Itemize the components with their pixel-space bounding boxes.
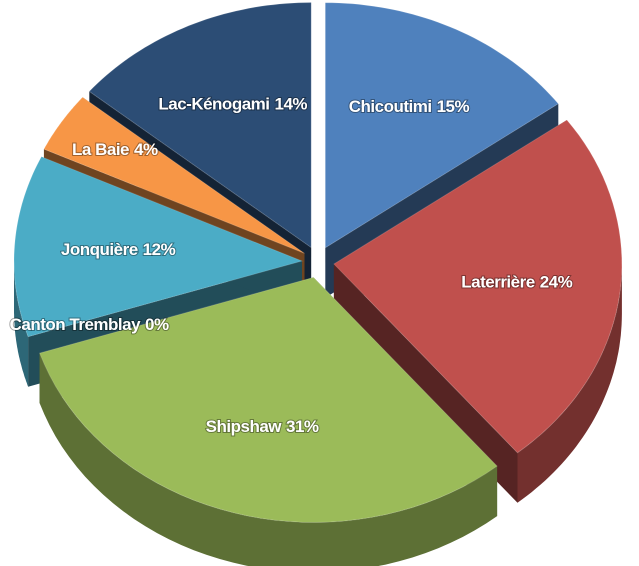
slice <box>333 119 623 454</box>
slice-label: Canton Tremblay 0% <box>10 315 169 334</box>
slice <box>38 276 498 523</box>
slice <box>88 1 312 249</box>
slice-category: Laterrière <box>461 273 534 292</box>
slice-category: Shipshaw <box>206 417 283 436</box>
slice-wall <box>517 264 622 503</box>
slice <box>43 96 305 254</box>
slice <box>324 2 560 249</box>
slice-label: Lac-Kénogami 14% <box>158 95 307 114</box>
slice-category: La Baie <box>72 141 129 160</box>
slice-label: Jonquière 12% <box>61 241 176 260</box>
slice-value: 14% <box>275 95 308 114</box>
slice-category: Lac-Kénogami <box>158 95 269 114</box>
slice-value: 31% <box>286 417 319 436</box>
slice-value: 15% <box>437 98 470 117</box>
slice-category: Jonquière <box>61 241 138 260</box>
slice-wall <box>14 261 29 387</box>
slice-value: 0% <box>145 315 169 334</box>
slice-label: Shipshaw 31% <box>206 417 319 436</box>
slice-label: Laterrière 24% <box>461 273 572 292</box>
slice <box>13 156 304 338</box>
slice-category: Chicoutimi <box>349 98 432 117</box>
slice-value: 12% <box>143 241 176 260</box>
slice-label: La Baie 4% <box>72 141 158 160</box>
slice-wall <box>39 353 498 566</box>
slice-value: 24% <box>540 273 573 292</box>
slice-category: Canton Tremblay <box>10 315 141 334</box>
slice-value: 4% <box>134 141 158 160</box>
slice-label: Chicoutimi 15% <box>349 98 470 117</box>
